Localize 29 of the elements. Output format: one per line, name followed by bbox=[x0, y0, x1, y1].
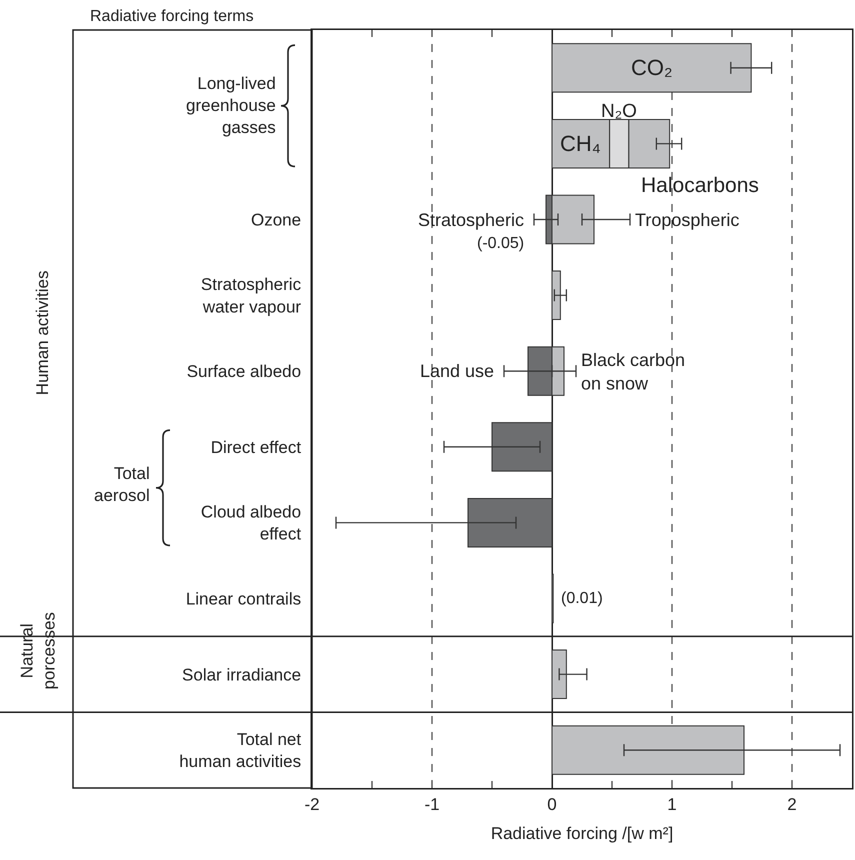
y-tick-label: Direct effect bbox=[210, 438, 302, 457]
series-label: Land use bbox=[420, 361, 494, 381]
y-axis-title: Radiative forcing terms bbox=[90, 8, 254, 25]
series-label: N₂O bbox=[601, 101, 637, 122]
x-axis-title: Radiative forcing /[w m²] bbox=[490, 824, 674, 844]
text: Long-lived greenhouse gasses bbox=[186, 74, 276, 138]
data-label: (-0.05) bbox=[477, 235, 524, 252]
series-label: CO₂ bbox=[631, 55, 673, 80]
y-tick-label: Ozone bbox=[251, 210, 302, 230]
text: Total aerosol bbox=[94, 464, 150, 506]
text: Tropospheric bbox=[635, 210, 740, 230]
x-tick-label: 0 bbox=[547, 794, 557, 814]
data-label: (0.01) bbox=[561, 590, 603, 607]
x-tick-label: -2 bbox=[304, 794, 320, 814]
series-label: Black carbon on snow bbox=[581, 350, 686, 394]
text: Human activities bbox=[32, 270, 52, 396]
text: Natural porcesses bbox=[17, 612, 59, 690]
y-tick-label: Linear contrails bbox=[186, 589, 302, 608]
series-label: CH₄ bbox=[560, 131, 601, 156]
y-tick-label: Stratospheric water vapour bbox=[200, 275, 302, 316]
y-tick-label: Total net human activities bbox=[179, 730, 302, 772]
x-tick-label: 2 bbox=[787, 794, 797, 814]
series-label: Halocarbons bbox=[641, 174, 759, 197]
y-tick-label: Surface albedo bbox=[186, 362, 302, 382]
y-tick-label: Solar irradiance bbox=[182, 665, 302, 684]
series-label: Stratospheric bbox=[418, 210, 524, 230]
y-tick-label: Cloud albedo effect bbox=[200, 502, 302, 544]
x-tick-label: -1 bbox=[424, 794, 440, 814]
x-tick-label: 1 bbox=[667, 794, 677, 814]
